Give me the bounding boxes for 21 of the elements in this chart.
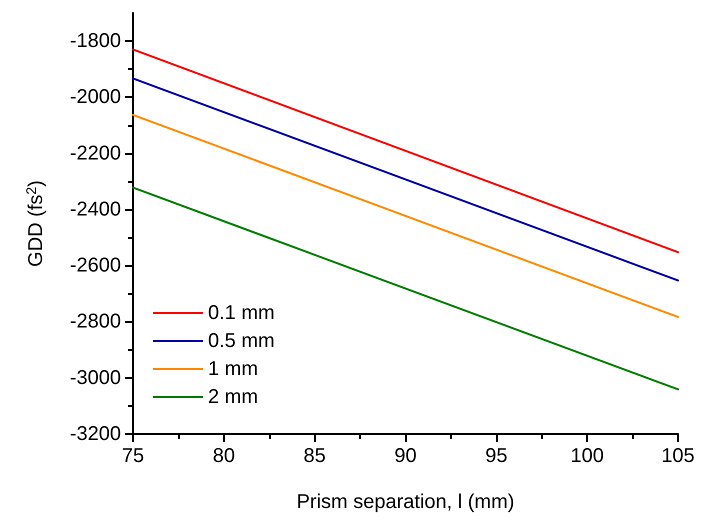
x-tick-label: 90	[394, 445, 417, 467]
y-tick-label: -2200	[70, 142, 121, 164]
legend-label: 0.5 mm	[208, 330, 275, 352]
x-tick-label: 105	[661, 445, 695, 467]
x-axis-title: Prism separation, l (mm)	[296, 491, 514, 513]
x-tick-label: 75	[122, 445, 144, 467]
legend-label: 2 mm	[208, 386, 258, 408]
legend-label: 1 mm	[208, 358, 258, 380]
y-tick-label: -3200	[70, 423, 121, 445]
x-tick-label: 100	[570, 445, 604, 467]
y-tick-label: -2400	[70, 198, 121, 220]
y-tick-label: -3000	[70, 366, 121, 389]
x-tick-label: 80	[212, 445, 235, 467]
y-tick-label: -1800	[70, 30, 121, 52]
legend-label: 0.1 mm	[208, 302, 275, 324]
x-tick-label: 95	[485, 445, 508, 467]
x-tick-label: 85	[304, 445, 326, 467]
y-axis-title: GDD (fs2)	[23, 180, 47, 267]
y-tick-label: -2000	[70, 86, 121, 108]
y-tick-label: -2800	[70, 310, 121, 333]
y-tick-label: -2600	[70, 254, 121, 277]
